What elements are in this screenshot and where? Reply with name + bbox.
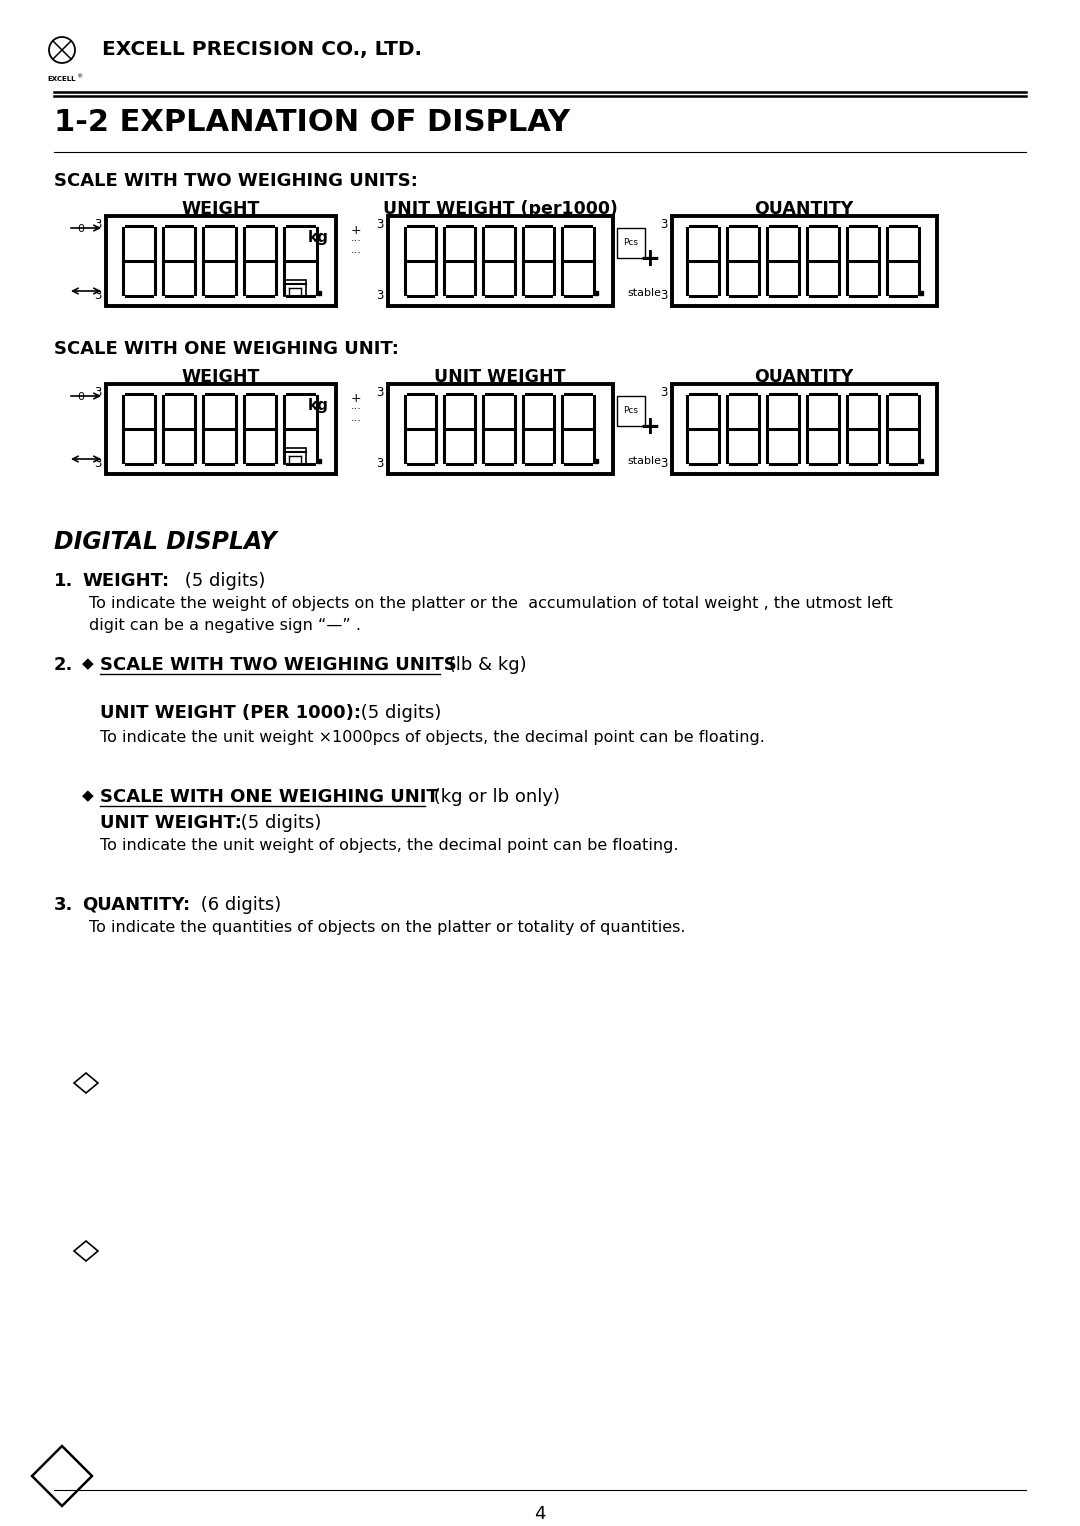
Text: (kg or lb only): (kg or lb only) <box>428 787 561 806</box>
Text: 3: 3 <box>377 456 384 470</box>
Text: SCALE WITH TWO WEIGHING UNITS: SCALE WITH TWO WEIGHING UNITS <box>100 656 457 674</box>
Text: QUANTITY: QUANTITY <box>754 200 853 218</box>
Text: UNIT WEIGHT:: UNIT WEIGHT: <box>100 813 242 832</box>
Text: ···: ··· <box>351 237 362 246</box>
Text: +: + <box>639 415 661 439</box>
Text: 1.: 1. <box>54 572 73 591</box>
Text: (5 digits): (5 digits) <box>179 572 266 591</box>
Text: QUANTITY: QUANTITY <box>754 368 853 386</box>
Text: WEIGHT:: WEIGHT: <box>82 572 170 591</box>
Text: Pcs: Pcs <box>623 238 638 247</box>
Text: 1-2 EXPLANATION OF DISPLAY: 1-2 EXPLANATION OF DISPLAY <box>54 108 570 137</box>
Text: ◆: ◆ <box>82 656 94 671</box>
Text: 3: 3 <box>377 288 384 302</box>
Text: UNIT WEIGHT (per1000): UNIT WEIGHT (per1000) <box>382 200 618 218</box>
Bar <box>388 385 613 475</box>
Text: 3: 3 <box>661 386 669 398</box>
Text: To indicate the quantities of objects on the platter or totality of quantities.: To indicate the quantities of objects on… <box>89 920 686 935</box>
Text: UNIT WEIGHT (PER 1000):: UNIT WEIGHT (PER 1000): <box>100 703 361 722</box>
Text: (5 digits): (5 digits) <box>235 813 322 832</box>
Text: stable: stable <box>627 288 661 298</box>
Text: 0: 0 <box>78 392 84 401</box>
Text: stable: stable <box>627 456 661 465</box>
Text: 2.: 2. <box>54 656 73 674</box>
Text: +: + <box>351 224 362 237</box>
Text: To indicate the weight of objects on the platter or the  accumulation of total w: To indicate the weight of objects on the… <box>89 597 893 610</box>
Bar <box>106 217 336 307</box>
Bar <box>617 227 645 258</box>
Bar <box>672 217 937 307</box>
Text: +: + <box>639 247 661 272</box>
Text: 4: 4 <box>535 1505 545 1523</box>
Text: 3: 3 <box>95 288 102 302</box>
Bar <box>284 449 306 464</box>
Text: 3: 3 <box>661 288 669 302</box>
Text: kg: kg <box>308 398 329 414</box>
Text: 3: 3 <box>377 218 384 230</box>
Bar <box>672 385 937 475</box>
Text: WEIGHT: WEIGHT <box>181 200 260 218</box>
Text: Pcs: Pcs <box>623 406 638 415</box>
Text: (5 digits): (5 digits) <box>355 703 442 722</box>
Bar <box>388 217 613 307</box>
Text: EXCELL PRECISION CO., LTD.: EXCELL PRECISION CO., LTD. <box>102 41 422 60</box>
Text: (6 digits): (6 digits) <box>195 896 281 914</box>
Text: 3: 3 <box>95 386 102 398</box>
Text: ···: ··· <box>351 417 362 426</box>
Text: kg: kg <box>308 230 329 246</box>
Text: ◆: ◆ <box>82 787 94 803</box>
Text: DIGITAL DISPLAY: DIGITAL DISPLAY <box>54 530 276 554</box>
Bar <box>617 397 645 426</box>
Text: ®: ® <box>76 73 82 79</box>
Text: ···: ··· <box>351 249 362 258</box>
Text: 3: 3 <box>95 218 102 230</box>
Text: SCALE WITH ONE WEIGHING UNIT:: SCALE WITH ONE WEIGHING UNIT: <box>54 340 399 359</box>
Text: To indicate the unit weight ×1000pcs of objects, the decimal point can be floati: To indicate the unit weight ×1000pcs of … <box>100 729 765 745</box>
Text: 3: 3 <box>661 456 669 470</box>
Text: +: + <box>351 392 362 404</box>
Text: 0: 0 <box>78 224 84 233</box>
Text: SCALE WITH ONE WEIGHING UNIT: SCALE WITH ONE WEIGHING UNIT <box>100 787 438 806</box>
Text: UNIT WEIGHT: UNIT WEIGHT <box>434 368 566 386</box>
Text: 3.: 3. <box>54 896 73 914</box>
Bar <box>284 279 306 296</box>
Text: ···: ··· <box>351 404 362 414</box>
Text: 3: 3 <box>377 386 384 398</box>
Text: SCALE WITH TWO WEIGHING UNITS:: SCALE WITH TWO WEIGHING UNITS: <box>54 172 418 191</box>
Text: (lb & kg): (lb & kg) <box>443 656 527 674</box>
Text: QUANTITY:: QUANTITY: <box>82 896 190 914</box>
Text: EXCELL: EXCELL <box>48 76 77 82</box>
Text: 3: 3 <box>661 218 669 230</box>
Text: WEIGHT: WEIGHT <box>181 368 260 386</box>
Text: digit can be a negative sign “—” .: digit can be a negative sign “—” . <box>89 618 361 633</box>
Text: 3: 3 <box>95 456 102 470</box>
Bar <box>106 385 336 475</box>
Text: To indicate the unit weight of objects, the decimal point can be floating.: To indicate the unit weight of objects, … <box>100 838 678 853</box>
